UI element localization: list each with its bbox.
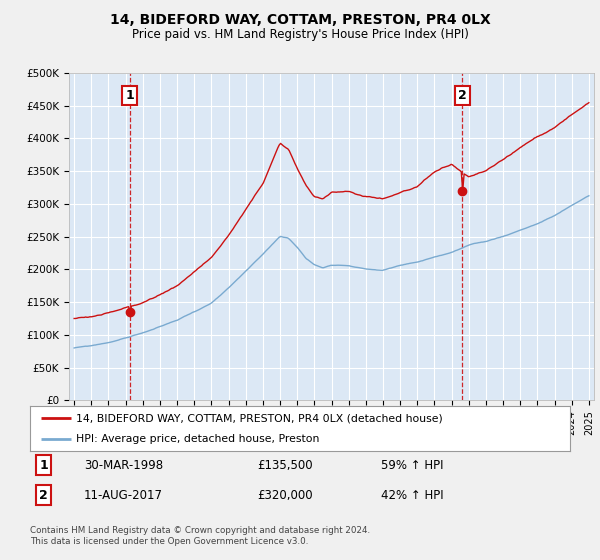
Text: £320,000: £320,000	[257, 488, 313, 502]
Text: Price paid vs. HM Land Registry's House Price Index (HPI): Price paid vs. HM Land Registry's House …	[131, 28, 469, 41]
Text: HPI: Average price, detached house, Preston: HPI: Average price, detached house, Pres…	[76, 433, 319, 444]
Text: 14, BIDEFORD WAY, COTTAM, PRESTON, PR4 0LX: 14, BIDEFORD WAY, COTTAM, PRESTON, PR4 0…	[110, 13, 490, 27]
Text: 30-MAR-1998: 30-MAR-1998	[84, 459, 163, 472]
Text: 59% ↑ HPI: 59% ↑ HPI	[381, 459, 443, 472]
Text: £135,500: £135,500	[257, 459, 313, 472]
Text: Contains HM Land Registry data © Crown copyright and database right 2024.
This d: Contains HM Land Registry data © Crown c…	[30, 526, 370, 546]
Text: 1: 1	[125, 89, 134, 102]
Text: 1: 1	[39, 459, 48, 472]
Text: 14, BIDEFORD WAY, COTTAM, PRESTON, PR4 0LX (detached house): 14, BIDEFORD WAY, COTTAM, PRESTON, PR4 0…	[76, 413, 443, 423]
Text: 2: 2	[39, 488, 48, 502]
Text: 2: 2	[458, 89, 467, 102]
Text: 42% ↑ HPI: 42% ↑ HPI	[381, 488, 443, 502]
Text: 11-AUG-2017: 11-AUG-2017	[84, 488, 163, 502]
